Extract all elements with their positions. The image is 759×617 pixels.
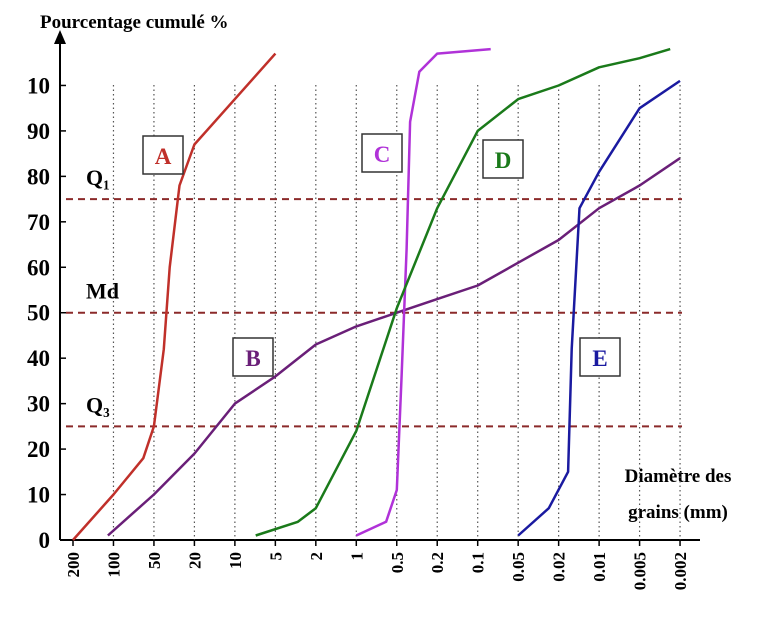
x-tick-label: 0.2 [428, 552, 447, 573]
x-tick-label: 0.02 [550, 552, 569, 582]
data-line [355, 47, 491, 537]
y-tick-label: 40 [27, 346, 50, 371]
x-axis-label: Diamètre des [625, 466, 732, 487]
x-tick-label: 0.5 [388, 552, 407, 573]
x-tick-label: 2 [307, 552, 326, 561]
y-tick-label: 30 [27, 392, 50, 417]
x-tick-label: 50 [145, 552, 164, 569]
x-tick-label: 5 [266, 552, 285, 561]
data-line [255, 47, 671, 537]
series-label: E [592, 346, 607, 371]
y-tick-label: 60 [27, 255, 50, 280]
data-line [72, 52, 277, 541]
x-tick-label: 100 [104, 552, 123, 578]
x-tick-label: 0.1 [469, 552, 488, 573]
series-label: B [245, 346, 260, 371]
x-tick-label: 10 [226, 552, 245, 569]
data-line [107, 157, 681, 537]
series-label: D [495, 148, 512, 173]
y-tick-label: 0 [39, 528, 51, 553]
x-tick-label: 0.005 [631, 552, 650, 590]
data-line [517, 79, 681, 537]
y-tick-label: 70 [27, 210, 50, 235]
y-tick-label: 50 [27, 301, 50, 326]
y-tick-label: 10 [27, 73, 50, 98]
x-tick-label: 20 [185, 552, 204, 569]
series-label-box [482, 139, 524, 179]
y-tick-label: 90 [27, 119, 50, 144]
y-tick-label: 10 [27, 483, 50, 508]
series-label: A [155, 144, 172, 169]
series-label-box [232, 337, 274, 377]
x-axis-label: grains (mm) [628, 502, 728, 523]
y-tick-label: 20 [27, 437, 50, 462]
reference-label: Q₃ [86, 392, 110, 417]
reference-label: Q₁ [86, 165, 110, 190]
reference-label: Md [86, 279, 119, 304]
x-tick-label: 1 [347, 552, 366, 561]
x-tick-label: 0.002 [671, 552, 690, 590]
series-label-box [579, 337, 621, 377]
series-label-box [361, 133, 403, 173]
x-tick-label: 0.01 [590, 552, 609, 582]
x-tick-label: 200 [64, 552, 83, 578]
y-tick-label: 80 [27, 164, 50, 189]
x-tick-label: 0.05 [509, 552, 528, 582]
series-label-box [142, 135, 184, 175]
axis-arrow [54, 30, 66, 44]
y-axis-label: Pourcentage cumulé % [40, 12, 229, 33]
series-label: C [374, 142, 391, 167]
